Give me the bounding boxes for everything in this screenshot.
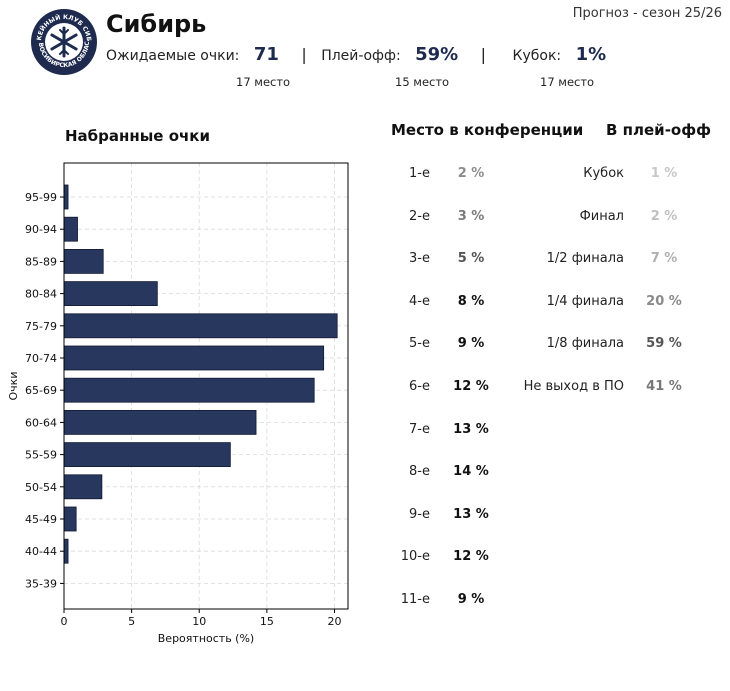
y-tick-label: 65-69 xyxy=(25,384,57,397)
playoff-stage-label: 1/4 финала xyxy=(546,293,624,309)
team-name: Сибирь xyxy=(106,10,207,38)
y-tick-label: 35-39 xyxy=(25,577,57,590)
snowflake-icon xyxy=(50,26,78,58)
conference-place-pct: 12 % xyxy=(453,549,489,565)
bar-95-99 xyxy=(63,184,69,210)
conference-place-pct: 3 % xyxy=(457,208,485,224)
x-axis-label: Вероятность (%) xyxy=(158,632,254,645)
y-tick-label: 40-44 xyxy=(25,545,57,558)
y-tick-label: 45-49 xyxy=(25,513,57,526)
x-tick-label: 10 xyxy=(192,615,206,628)
playoff-stage-pct: 2 % xyxy=(650,208,678,224)
x-tick-label: 15 xyxy=(260,615,274,628)
playoff-rank: 15 место xyxy=(395,75,450,89)
conference-place-pct: 12 % xyxy=(453,379,489,394)
chart-title: Набранные очки xyxy=(65,127,210,145)
y-tick-label: 95-99 xyxy=(25,191,57,204)
conference-place-label: 4-е xyxy=(409,293,430,309)
conference-place-label: 3-е xyxy=(409,251,430,267)
playoff-stage-label: Кубок xyxy=(583,166,624,181)
playoff-stage-pct: 41 % xyxy=(646,379,682,394)
playoff-stage-label: 1/2 финала xyxy=(546,251,624,267)
expected-points-value: 71 xyxy=(253,44,279,65)
y-tick-label: 90-94 xyxy=(25,223,57,236)
playoff-label: Плей-офф: xyxy=(321,48,401,64)
conference-place-pct: 9 % xyxy=(457,592,485,607)
y-tick-label: 55-59 xyxy=(25,449,57,462)
conference-place-label: 10-е xyxy=(400,549,430,565)
y-tick-labels: 95-99 90-94 85-89 80-84 75-79 70-74 65-69 60-64… xyxy=(25,191,64,590)
conference-place-label: 8-е xyxy=(409,464,430,480)
playoff-stage-label: 1/8 финала xyxy=(546,336,624,352)
conference-place-pct: 9 % xyxy=(457,336,485,352)
bar-55-59 xyxy=(63,442,231,468)
x-tick-label: 5 xyxy=(128,615,135,628)
x-tick-label: 20 xyxy=(327,615,341,628)
bar-80-84 xyxy=(63,281,158,307)
playoff-stage-label: Не выход в ПО xyxy=(523,379,624,394)
conference-place-label: 7-е xyxy=(409,421,430,437)
cup-value: 1% xyxy=(575,44,607,65)
playoff-stage-pct: 7 % xyxy=(650,251,678,267)
bar-60-64 xyxy=(63,409,257,435)
conference-place-label: 9-е xyxy=(409,506,430,522)
y-tick-label: 80-84 xyxy=(25,288,57,301)
plot-frame xyxy=(63,162,349,610)
x-tick-label: 0 xyxy=(61,615,68,628)
y-axis-label: Очки xyxy=(7,372,20,401)
conference-place-label: 6-е xyxy=(409,379,430,394)
bar-45-49 xyxy=(63,506,77,532)
x-tick-labels: 0 5 10 15 20 xyxy=(61,609,341,628)
conference-place-pct: 5 % xyxy=(457,251,485,267)
bar-70-74 xyxy=(63,345,325,371)
conference-place-pct: 13 % xyxy=(453,421,489,437)
chart-bars xyxy=(63,184,338,564)
y-tick-label: 50-54 xyxy=(25,481,57,494)
y-tick-label: 70-74 xyxy=(25,352,57,365)
conference-place-label: 11-е xyxy=(400,592,430,607)
separator: | xyxy=(301,45,307,64)
conference-place-label: 1-е xyxy=(409,166,430,181)
summary-stats: Ожидаемые очки: 71 | Плей-офф: 59% | Куб… xyxy=(106,44,606,65)
y-tick-label: 60-64 xyxy=(25,416,57,429)
bar-75-79 xyxy=(63,313,338,339)
y-tick-label: 75-79 xyxy=(25,320,57,333)
conference-place-pct: 8 % xyxy=(457,293,485,309)
conference-place-pct: 14 % xyxy=(453,464,489,480)
separator: | xyxy=(480,45,487,64)
conference-place-pct: 13 % xyxy=(453,506,489,522)
conference-place-pct: 2 % xyxy=(457,166,485,181)
bar-65-69 xyxy=(63,377,315,403)
conference-place-label: 2-е xyxy=(409,208,430,224)
conference-place-label: 5-е xyxy=(409,336,430,352)
conference-title: Место в конференции xyxy=(391,121,584,139)
expected-points-rank: 17 место xyxy=(236,75,291,89)
team-logo: ХОККЕЙНЫЙ КЛУБ СИБИРЬ НОВОСИБИРСКАЯ ОБЛА… xyxy=(27,3,98,76)
bar-90-94 xyxy=(63,216,78,242)
playoff-title: В плей-офф xyxy=(606,121,711,139)
playoff-stage-pct: 20 % xyxy=(646,293,682,309)
expected-points-label: Ожидаемые очки: xyxy=(106,48,240,64)
season-forecast-label: Прогноз - сезон 25/26 xyxy=(572,6,722,21)
bar-85-89 xyxy=(63,249,104,274)
bar-40-44 xyxy=(63,538,69,564)
y-tick-label: 85-89 xyxy=(25,255,57,268)
playoff-stage-pct: 59 % xyxy=(646,336,682,352)
points-chart: 95-99 90-94 85-89 80-84 75-79 70-74 65-69 60-64… xyxy=(7,162,349,645)
playoff-stage-pct: 1 % xyxy=(650,166,678,181)
cup-label: Кубок: xyxy=(512,48,562,64)
cup-rank: 17 место xyxy=(540,75,595,89)
bar-50-54 xyxy=(63,474,103,500)
playoff-stage-label: Финал xyxy=(579,208,624,224)
playoff-value: 59% xyxy=(415,44,459,65)
